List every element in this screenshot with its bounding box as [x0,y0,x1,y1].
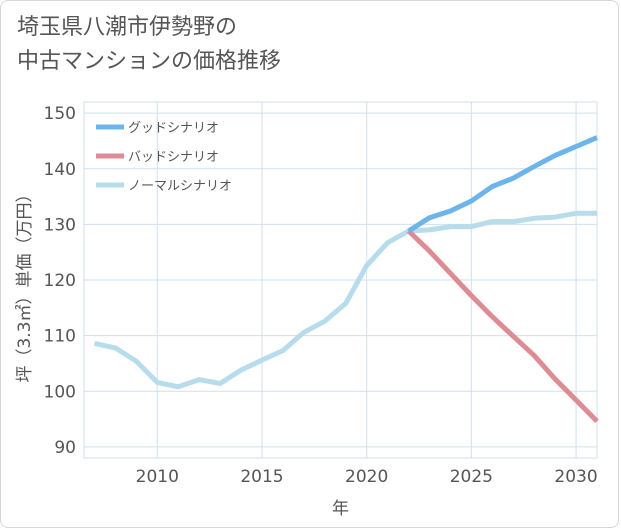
y-tick-140: 140 [44,160,76,180]
y-tick-90: 90 [54,438,76,458]
series-line-normal [93,210,597,390]
x-tick-2030: 2030 [554,467,597,487]
chart-title: 埼玉県八潮市伊勢野の 中古マンションの価格推移 [17,11,281,79]
x-tick-labels: 2010 2015 2020 2025 2030 [136,467,598,487]
chart-title-line-2: 中古マンションの価格推移 [17,49,282,74]
y-tick-150: 150 [44,104,76,124]
legend-label-bad: バッドシナリオ [128,150,219,165]
y-tick-130: 130 [44,215,76,235]
x-tick-2010: 2010 [136,467,179,487]
chart-title-line-1: 埼玉県八潮市伊勢野の [17,15,238,40]
series-line-bad [406,229,599,424]
legend-label-normal: ノーマルシナリオ [128,179,232,194]
y-tick-100: 100 [44,382,76,402]
y-axis-label: 坪（3.3㎡）単価（万円） [15,185,35,382]
x-axis-label: 年 [332,499,349,519]
series-layer [93,135,599,424]
legend-label-good: グッドシナリオ [128,121,219,136]
x-tick-2025: 2025 [450,467,493,487]
series-line-good [407,135,598,234]
y-tick-120: 120 [44,271,76,291]
x-tick-2020: 2020 [345,467,388,487]
x-tick-2015: 2015 [240,467,283,487]
y-tick-labels: 90 100 110 120 130 140 150 [44,104,76,458]
y-tick-110: 110 [44,327,76,347]
plot-area [83,101,598,459]
